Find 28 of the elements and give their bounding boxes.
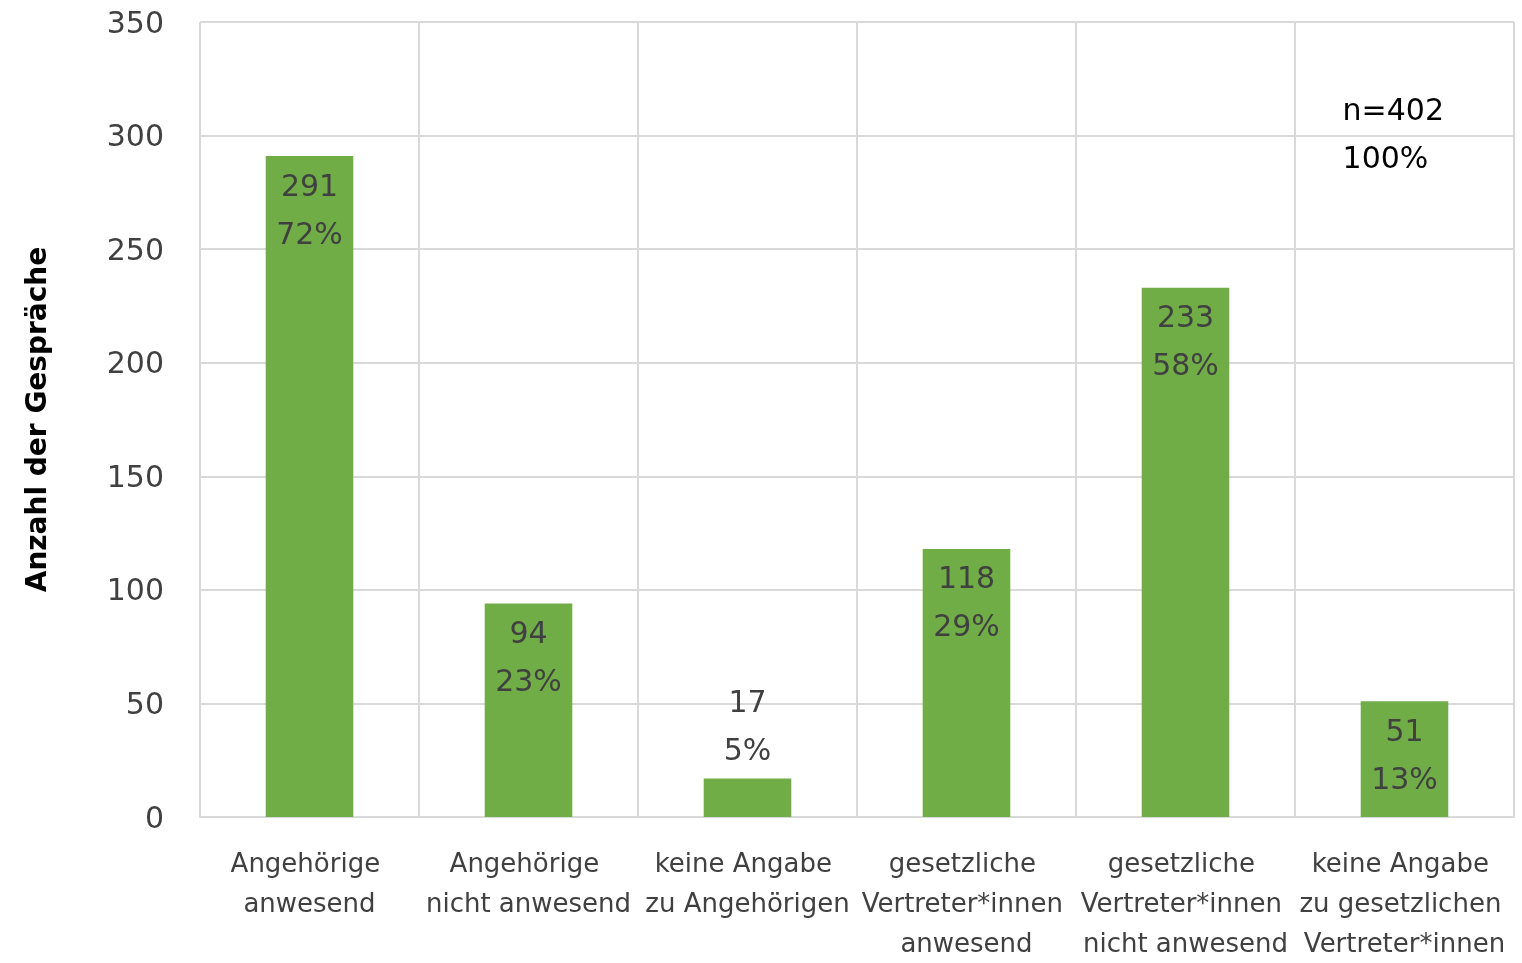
bar	[922, 548, 1011, 817]
y-tick-label: 200	[106, 345, 164, 381]
data-label: 94 23%	[495, 614, 562, 698]
y-tick-label: 350	[106, 4, 164, 40]
bar	[703, 778, 792, 817]
x-tick-label: Angehörige anwesend	[230, 848, 389, 918]
data-label: 233 58%	[1152, 299, 1219, 383]
y-tick-label: 150	[106, 458, 164, 494]
y-tick-label: 250	[106, 231, 164, 267]
x-tick-label: Angehörige nicht anwesend	[425, 848, 632, 918]
annotation: n=402 100%	[1342, 91, 1445, 175]
y-tick-label: 300	[106, 118, 164, 154]
data-label: 291 72%	[276, 167, 343, 251]
bar	[265, 156, 354, 817]
y-tick-label: 0	[144, 799, 164, 835]
x-tick-label: keine Angabe zu gesetzlichen Vertreter*innen	[1299, 848, 1510, 958]
x-tick-label: gesetzliche Vertreter*innen nicht anwesend	[1080, 848, 1291, 958]
y-tick-label: 50	[125, 685, 164, 721]
bar	[1360, 701, 1449, 817]
data-label: 51 13%	[1371, 712, 1438, 796]
data-label: 17 5%	[723, 683, 772, 767]
data-label: 118 29%	[933, 560, 1000, 644]
x-tick-label: keine Angabe zu Angehörigen	[645, 848, 850, 918]
bar	[484, 603, 573, 817]
x-tick-label: gesetzliche Vertreter*innen anwesend	[861, 848, 1072, 958]
y-tick-label: 100	[106, 572, 164, 608]
y-axis-title: Anzahl der Gespräche	[19, 246, 53, 593]
bar	[1141, 287, 1230, 817]
